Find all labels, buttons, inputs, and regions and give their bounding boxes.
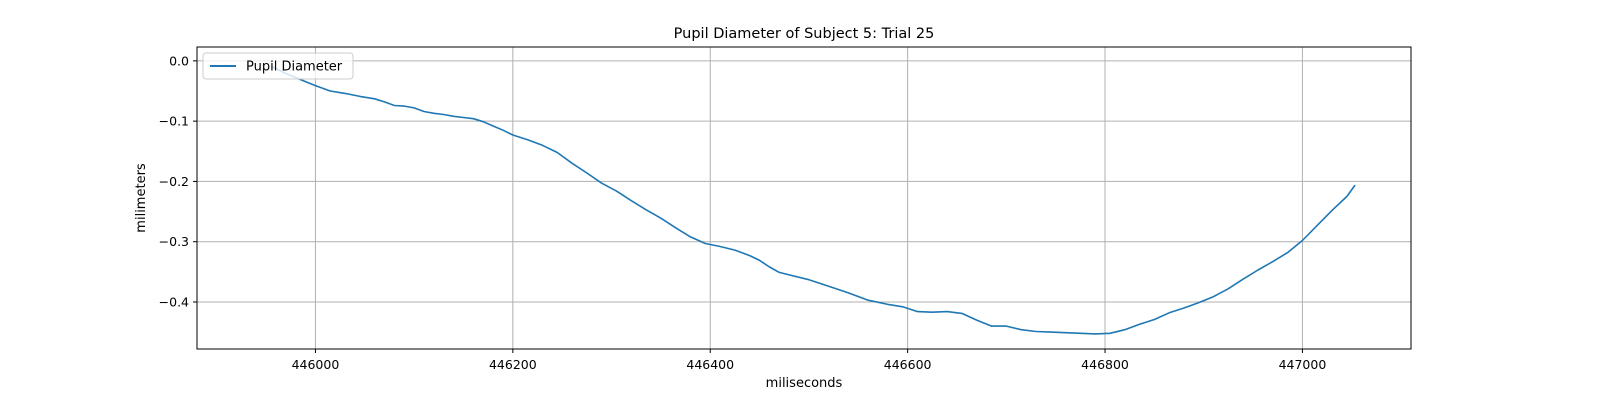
y-tick-label: 0.0 (169, 53, 189, 68)
x-tick-label: 447000 (1279, 357, 1327, 372)
y-tick-label: −0.2 (159, 174, 189, 189)
series-line-pupil-diameter (272, 66, 1356, 335)
legend-label: Pupil Diameter (246, 60, 343, 75)
x-tick-label: 446800 (1081, 357, 1129, 372)
x-axis-label: miliseconds (766, 376, 843, 391)
chart-title: Pupil Diameter of Subject 5: Trial 25 (674, 26, 935, 42)
legend: Pupil Diameter (202, 52, 354, 80)
grid (197, 47, 1411, 349)
series-layer (272, 66, 1356, 335)
x-tick-label: 446200 (489, 357, 537, 372)
x-tick-label: 446400 (686, 357, 734, 372)
y-axis-label: milimeters (134, 163, 149, 233)
y-tick-label: −0.3 (159, 234, 189, 249)
x-tick-label: 446600 (884, 357, 932, 372)
legend-box (202, 52, 354, 80)
y-tick-label: −0.4 (159, 294, 189, 309)
ticks: 446000 446200 446400 446600 446800 447000 0.0 −… (159, 53, 1327, 372)
plot-frame (196, 46, 1412, 350)
x-tick-label: 446000 (292, 357, 340, 372)
y-tick-label: −0.1 (159, 114, 189, 129)
